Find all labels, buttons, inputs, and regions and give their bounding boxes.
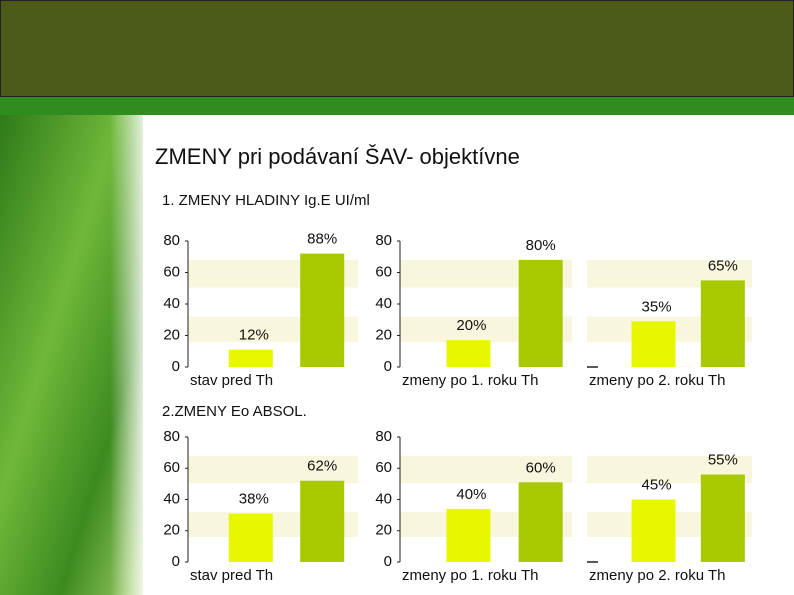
y-tick-label: 40	[375, 490, 392, 507]
bar	[518, 482, 563, 562]
y-tick-label: 20	[163, 326, 180, 343]
y-tick-label: 80	[163, 232, 180, 249]
bar-annotation: 40%	[456, 486, 486, 503]
y-tick-label: 0	[172, 553, 180, 570]
category-label: zmeny po 2. roku Th	[589, 372, 725, 389]
y-tick-label: 60	[375, 263, 392, 280]
y-tick-label: 80	[375, 428, 392, 445]
category-label: zmeny po 2. roku Th	[589, 567, 725, 584]
header-band	[0, 0, 794, 98]
bar	[300, 253, 345, 367]
y-tick-label: 0	[172, 358, 180, 375]
section-title: 2.ZMENY Eo ABSOL.	[162, 403, 307, 420]
bar-annotation: 12%	[239, 327, 269, 344]
y-tick-label: 60	[163, 459, 180, 476]
bar	[631, 499, 676, 562]
y-tick-label: 80	[163, 428, 180, 445]
bar	[300, 480, 345, 562]
bar	[446, 340, 491, 367]
bar-annotation: 62%	[307, 458, 337, 475]
y-tick-label: 40	[163, 490, 180, 507]
bar-annotation: 35%	[642, 298, 672, 315]
y-tick-label: 60	[163, 263, 180, 280]
bar-annotation: 55%	[708, 451, 738, 468]
y-tick-label: 20	[163, 522, 180, 539]
category-label: stav pred Th	[190, 567, 273, 584]
bar-annotation: 20%	[456, 317, 486, 334]
category-label: zmeny po 1. roku Th	[402, 567, 538, 584]
bar-annotation: 88%	[307, 231, 337, 248]
bar	[700, 280, 745, 367]
header-stripe	[0, 97, 794, 115]
bar	[228, 513, 273, 562]
category-label: zmeny po 1. roku Th	[402, 372, 538, 389]
slide-title: ZMENY pri podávaní ŠAV- objektívne	[155, 144, 520, 169]
bar-annotation: 38%	[239, 491, 269, 508]
bar	[700, 474, 745, 562]
bar-annotation: 45%	[642, 476, 672, 493]
y-tick-label: 40	[375, 295, 392, 312]
y-tick-label: 0	[384, 358, 392, 375]
y-tick-label: 20	[375, 522, 392, 539]
plot-stripe	[400, 455, 572, 484]
y-tick-label: 80	[375, 232, 392, 249]
bar	[631, 321, 676, 367]
category-label: stav pred Th	[190, 372, 273, 389]
bar-annotation: 80%	[526, 237, 556, 254]
section-title: 1. ZMENY HLADINY Ig.E UI/ml	[162, 192, 370, 209]
y-tick-label: 20	[375, 326, 392, 343]
y-tick-label: 40	[163, 295, 180, 312]
plot-stripe	[188, 455, 358, 484]
bar	[518, 259, 563, 367]
bar-annotation: 60%	[526, 459, 556, 476]
y-tick-label: 0	[384, 553, 392, 570]
bar	[446, 508, 491, 562]
bar	[228, 349, 273, 367]
bar-annotation: 65%	[708, 257, 738, 274]
y-tick-label: 60	[375, 459, 392, 476]
